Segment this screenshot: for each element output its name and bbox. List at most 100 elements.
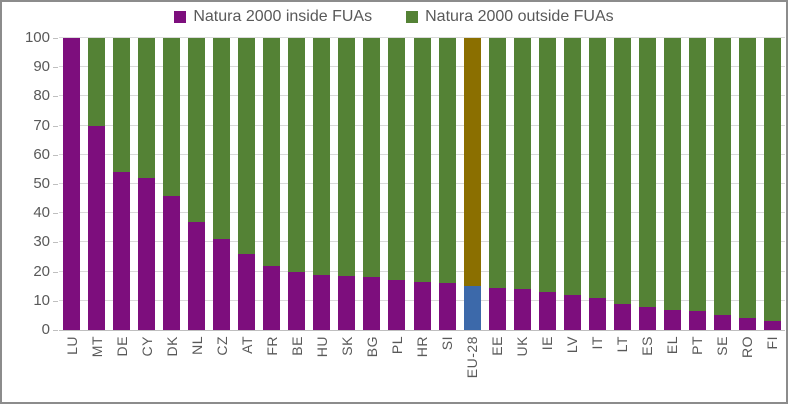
bar-segment-inside (763, 321, 781, 330)
bar-segment-outside (438, 38, 456, 284)
x-axis-label-cy: CY (138, 336, 155, 357)
bar-segment-inside (238, 254, 256, 330)
bar-segment-inside (713, 315, 731, 330)
bar-pl (388, 38, 406, 330)
bar-cy (138, 38, 156, 330)
x-axis-label-lv: LV (564, 336, 581, 354)
x-axis-label-lt: LT (614, 336, 631, 353)
bar-segment-outside (638, 38, 656, 307)
x-axis-label-pt: PT (689, 336, 706, 355)
bar-be (288, 38, 306, 330)
legend-label-inside: Natura 2000 inside FUAs (193, 8, 373, 25)
x-axis-label-lu: LU (63, 336, 80, 355)
bar-segment-outside (763, 38, 781, 322)
legend-swatch-inside-icon (174, 11, 187, 23)
y-axis-tick (53, 125, 58, 127)
bar-segment-outside (588, 38, 606, 298)
bar-segment-outside (288, 38, 306, 272)
bar-segment-inside (638, 306, 656, 330)
bar-ro (738, 38, 756, 330)
y-axis-tick (53, 300, 58, 302)
bar-segment-inside (288, 271, 306, 330)
y-axis-tick (53, 38, 58, 39)
y-axis-label: 90 (33, 58, 50, 76)
x-axis-label-eu-28: EU-28 (464, 336, 481, 379)
x-axis-label-el: EL (664, 336, 681, 355)
x-axis-label-hr: HR (414, 336, 430, 358)
bar-segment-inside (213, 239, 231, 330)
gridline (59, 37, 785, 38)
y-axis-tick (53, 213, 58, 215)
bar-segment-inside (388, 280, 406, 330)
bar-fi (763, 38, 781, 330)
bar-segment-outside (188, 38, 206, 222)
plot-area (59, 37, 785, 331)
bar-segment-inside (313, 274, 331, 330)
bar-mt (88, 38, 106, 330)
x-axis-label-uk: UK (514, 336, 531, 357)
bar-segment-inside (663, 309, 681, 330)
bar-segment-outside (663, 38, 681, 310)
bar-es (638, 38, 656, 330)
bar-segment-outside (538, 38, 556, 293)
bar-segment-outside (138, 38, 156, 179)
bar-segment-inside (138, 178, 156, 330)
x-axis-label-fr: FR (263, 336, 280, 356)
bar-it (588, 38, 606, 330)
legend-item-outside[interactable]: Natura 2000 outside FUAs (406, 8, 614, 26)
bar-at (238, 38, 256, 330)
y-axis-label: 80 (33, 87, 50, 105)
legend: Natura 2000 inside FUAs Natura 2000 outs… (2, 8, 786, 26)
bar-ee (488, 38, 506, 330)
bar-hu (313, 38, 331, 330)
bar-uk (513, 38, 531, 330)
x-axis-label-bg: BG (363, 336, 380, 358)
x-axis-label-cz: CZ (213, 336, 230, 356)
bar-segment-outside (213, 38, 231, 240)
bar-segment-inside (588, 297, 606, 330)
bar-el (663, 38, 681, 330)
bar-sk (338, 38, 356, 330)
legend-item-inside[interactable]: Natura 2000 inside FUAs (174, 8, 372, 26)
bar-segment-inside (88, 125, 106, 330)
bar-segment-outside (263, 38, 281, 266)
bar-nl (188, 38, 206, 330)
x-axis-label-nl: NL (188, 336, 205, 355)
bar-segment-outside (388, 38, 406, 281)
bar-segment-outside (463, 38, 481, 287)
y-axis-label: 10 (33, 291, 50, 309)
x-axis-label-be: BE (288, 336, 305, 356)
bar-segment-outside (488, 38, 506, 288)
bar-fr (263, 38, 281, 330)
bar-segment-outside (713, 38, 731, 316)
bar-segment-inside (513, 289, 531, 330)
x-axis-label-mt: MT (88, 336, 105, 358)
y-axis-label: 20 (33, 262, 50, 280)
bar-segment-outside (238, 38, 256, 255)
bar-segment-outside (513, 38, 531, 290)
bar-segment-inside (488, 287, 506, 330)
y-axis-label: 50 (33, 175, 50, 192)
bar-si (438, 38, 456, 330)
x-axis-label-se: SE (714, 336, 731, 356)
legend-swatch-outside-icon (406, 11, 419, 23)
bar-segment-outside (738, 38, 756, 319)
bar-segment-outside (413, 38, 431, 282)
bar-segment-inside (688, 311, 706, 330)
bar-de (113, 38, 131, 330)
bar-segment-inside (563, 294, 581, 330)
bar-segment-outside (563, 38, 581, 295)
y-axis-label: 100 (24, 29, 50, 46)
bar-cz (213, 38, 231, 330)
x-axis-label-at: AT (238, 336, 255, 354)
bar-segment-inside (738, 318, 756, 330)
bar-segment-inside (363, 277, 381, 330)
bar-lv (563, 38, 581, 330)
y-axis-label: 30 (33, 233, 50, 251)
bar-ie (538, 38, 556, 330)
bar-segment-outside (688, 38, 706, 312)
x-axis-label-si: SI (439, 336, 456, 351)
bar-segment-outside (163, 38, 181, 196)
bar-segment-inside (463, 286, 481, 330)
